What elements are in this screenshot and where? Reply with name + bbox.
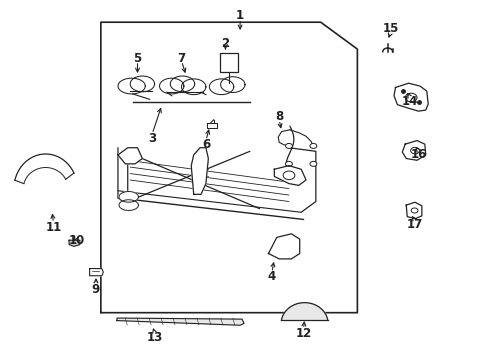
Polygon shape — [130, 76, 155, 92]
Polygon shape — [274, 166, 306, 185]
Text: 15: 15 — [382, 22, 399, 35]
Text: 4: 4 — [268, 270, 276, 283]
Polygon shape — [119, 200, 139, 211]
Polygon shape — [220, 77, 245, 93]
Polygon shape — [90, 269, 103, 276]
Polygon shape — [209, 79, 234, 95]
Text: 13: 13 — [147, 330, 163, 343]
Circle shape — [286, 143, 293, 148]
Polygon shape — [119, 192, 139, 202]
Text: 7: 7 — [177, 51, 186, 64]
Polygon shape — [118, 148, 143, 164]
Bar — [220, 53, 238, 72]
Polygon shape — [207, 123, 217, 128]
Text: 10: 10 — [68, 234, 85, 247]
Polygon shape — [406, 202, 422, 219]
Text: 11: 11 — [46, 221, 62, 234]
Polygon shape — [269, 234, 300, 259]
Text: 5: 5 — [133, 51, 142, 64]
Text: 14: 14 — [402, 95, 418, 108]
Circle shape — [310, 161, 317, 166]
Text: 6: 6 — [202, 138, 210, 151]
Polygon shape — [191, 148, 208, 194]
Polygon shape — [394, 83, 428, 111]
Polygon shape — [15, 154, 74, 184]
Text: 1: 1 — [236, 9, 244, 22]
Polygon shape — [171, 76, 195, 92]
Polygon shape — [69, 240, 80, 246]
Polygon shape — [402, 140, 426, 160]
Text: 9: 9 — [92, 283, 100, 296]
Text: 8: 8 — [275, 110, 283, 123]
Circle shape — [286, 161, 293, 166]
Text: 2: 2 — [221, 37, 229, 50]
Text: 17: 17 — [407, 218, 423, 231]
Circle shape — [310, 143, 317, 148]
Text: 3: 3 — [148, 132, 156, 145]
Text: 16: 16 — [410, 148, 427, 161]
Polygon shape — [160, 78, 184, 94]
Polygon shape — [281, 303, 328, 320]
Polygon shape — [182, 79, 206, 95]
Text: 12: 12 — [295, 327, 312, 340]
Polygon shape — [118, 78, 146, 94]
Polygon shape — [117, 318, 244, 325]
